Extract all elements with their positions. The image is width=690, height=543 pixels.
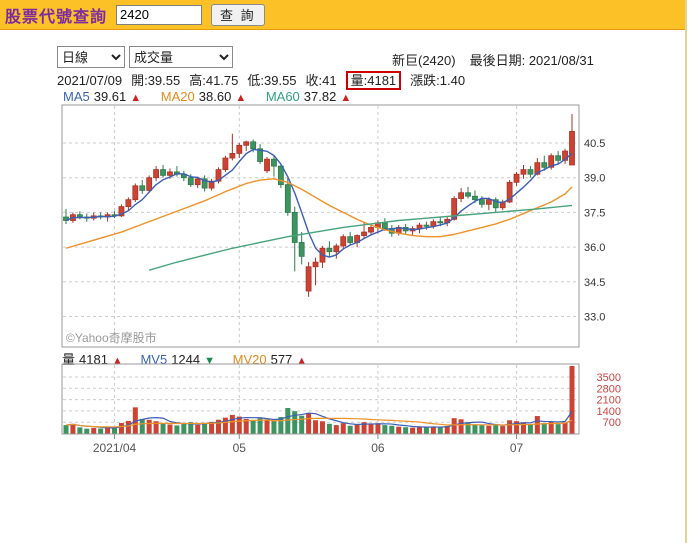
price-volume-chart: 40.5 39.0 37.5 36.0 34.5 33.0 3500280021001400… <box>61 104 621 455</box>
svg-text:3500: 3500 <box>597 372 621 384</box>
quote-high: 高:41.75 <box>189 73 239 88</box>
query-button[interactable]: 查 詢 <box>211 3 265 26</box>
down-triangle-icon: ▼ <box>204 355 215 367</box>
quote-date: 2021/07/09 <box>57 73 123 88</box>
svg-text:33.0: 33.0 <box>584 311 605 323</box>
volume-legend: 量 4181 ▲ <box>62 352 123 367</box>
quote-open: 開:39.55 <box>131 73 181 88</box>
quote-low: 低:39.55 <box>247 73 297 88</box>
up-triangle-icon: ▲ <box>130 92 142 104</box>
svg-text:700: 700 <box>603 417 621 429</box>
svg-text:2021/04: 2021/04 <box>93 441 137 455</box>
ma20-legend: MA20 38.60 ▲ <box>160 89 247 104</box>
chart-controls: 日線 成交量 <box>57 46 233 68</box>
volume-legend-row: 量 4181 ▲ MV5 1244 ▼ MV20 577 ▲ <box>62 349 321 368</box>
up-triangle-icon: ▲ <box>296 355 308 367</box>
stock-name: 新巨(2420) <box>392 53 456 68</box>
ma60-legend: MA60 37.82 ▲ <box>265 89 352 104</box>
right-edge-divider <box>685 0 687 543</box>
quote-close: 收:41 <box>305 73 337 88</box>
svg-text:34.5: 34.5 <box>584 277 605 289</box>
quote-change: 漲跌:1.40 <box>410 73 466 88</box>
svg-text:07: 07 <box>510 441 524 455</box>
page-title: 股票代號查詢 <box>5 8 108 26</box>
svg-text:2100: 2100 <box>597 395 621 407</box>
period-select[interactable]: 日線 <box>57 46 125 68</box>
svg-text:2800: 2800 <box>597 383 621 395</box>
svg-text:40.5: 40.5 <box>584 138 605 150</box>
svg-text:37.5: 37.5 <box>584 207 605 219</box>
svg-text:1400: 1400 <box>597 406 621 418</box>
up-triangle-icon: ▲ <box>111 355 123 367</box>
quote-row: 2021/07/09 開:39.55 高:41.75 低:39.55 收:41 量:418… <box>57 70 474 90</box>
mv20-legend: MV20 577 ▲ <box>232 352 308 367</box>
up-triangle-icon: ▲ <box>340 92 352 104</box>
svg-text:36.0: 36.0 <box>584 242 605 254</box>
ma5-legend: MA5 39.61 ▲ <box>63 89 142 104</box>
stock-code-input[interactable] <box>116 4 203 25</box>
mv5-legend: MV5 1244 ▼ <box>140 352 215 367</box>
svg-text:39.0: 39.0 <box>584 173 605 185</box>
top-search-bar: 股票代號查詢 查 詢 <box>0 0 687 30</box>
last-date: 最後日期: 2021/08/31 <box>469 53 594 68</box>
stock-info: 新巨(2420) 最後日期: 2021/08/31 <box>392 50 594 69</box>
quote-volume-highlighted: 量:4181 <box>345 71 402 90</box>
indicator-select[interactable]: 成交量 <box>129 46 233 68</box>
ma-legend-row: MA5 39.61 ▲ MA20 38.60 ▲ MA60 37.82 ▲ <box>63 89 367 104</box>
svg-text:06: 06 <box>371 441 385 455</box>
up-triangle-icon: ▲ <box>235 92 247 104</box>
svg-text:05: 05 <box>233 441 247 455</box>
